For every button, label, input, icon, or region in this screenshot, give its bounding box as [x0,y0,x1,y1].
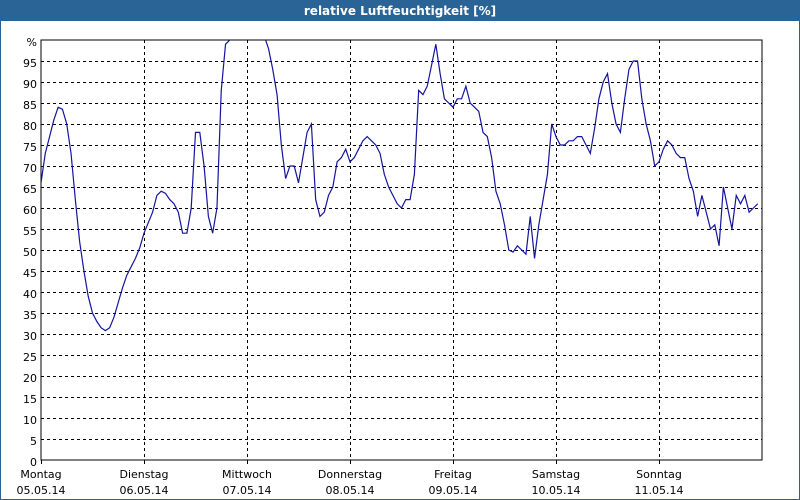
plot-lines [41,40,759,332]
y-tick-label: 0 [30,456,37,469]
y-tick-label: 55 [23,225,37,238]
y-tick-label: 5 [30,435,37,448]
x-tick-date: 07.05.14 [223,484,272,497]
x-tick-date: 06.05.14 [120,484,169,497]
y-tick-label: 90 [23,78,37,91]
title-bar: relative Luftfeuchtigkeit [%] [1,1,799,21]
y-tick-label: 35 [23,309,37,322]
y-tick-label: 85 [23,99,37,112]
x-tick-date: 10.05.14 [532,484,581,497]
x-tick-date: 11.05.14 [635,484,684,497]
x-tick-label: Montag [20,468,61,481]
x-tick-label: Dienstag [119,468,168,481]
x-tick-label: Freitag [434,468,472,481]
x-tick-label: Donnerstag [318,468,382,481]
y-tick-label: 40 [23,288,37,301]
y-tick-label: 95 [23,57,37,70]
y-tick-label: 75 [23,141,37,154]
y-tick-label: 10 [23,414,37,427]
data-line [41,40,759,332]
y-tick-label: 20 [23,372,37,385]
y-tick-label: 45 [23,267,37,280]
x-tick-label: Mittwoch [222,468,272,481]
y-tick-label: 60 [23,204,37,217]
y-tick-label: 70 [23,162,37,175]
x-tick-date: 09.05.14 [429,484,478,497]
y-tick-label: 65 [23,183,37,196]
y-tick-label: 15 [23,393,37,406]
y-tick-label: 30 [23,330,37,343]
x-tick-date: 08.05.14 [326,484,375,497]
x-tick-label: Samstag [532,468,580,481]
x-tick-label: Sonntag [636,468,682,481]
y-tick-label: % [27,36,37,49]
y-tick-label: 80 [23,120,37,133]
y-tick-label: 25 [23,351,37,364]
x-tick-date: 05.05.14 [17,484,66,497]
y-tick-label: 50 [23,246,37,259]
